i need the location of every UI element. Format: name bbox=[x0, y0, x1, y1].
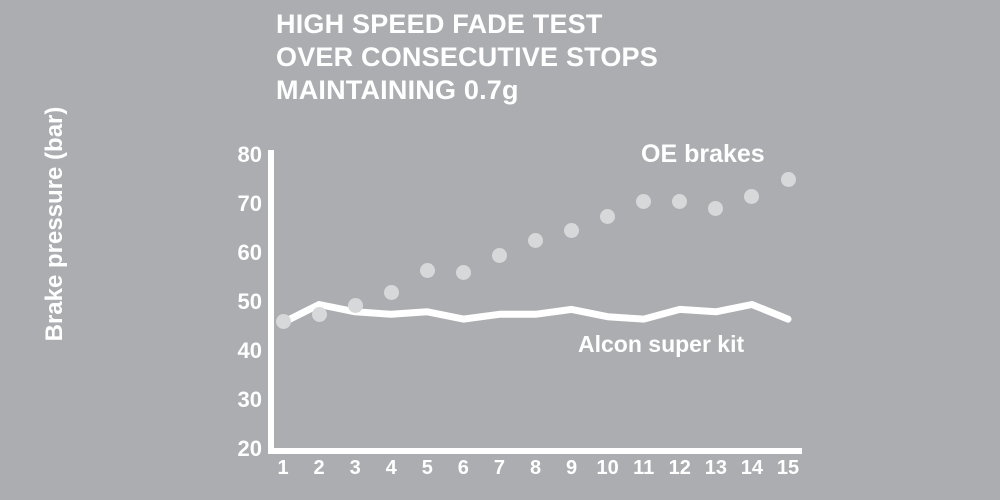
y-axis-ticks: 20 30 40 50 60 70 80 bbox=[206, 0, 262, 500]
data-point-oe-brakes bbox=[780, 172, 796, 187]
alcon-polyline bbox=[279, 301, 792, 327]
y-tick-label: 60 bbox=[237, 240, 262, 265]
data-point-oe-brakes bbox=[275, 314, 291, 330]
data-point-oe-brakes bbox=[311, 306, 327, 322]
x-tick-label: 1 bbox=[277, 457, 289, 479]
x-tick-label: 15 bbox=[776, 457, 800, 479]
data-point-oe-brakes bbox=[455, 265, 471, 281]
x-tick-label: 6 bbox=[457, 457, 469, 479]
chart-title-line-2: OVER CONSECUTIVE STOPS bbox=[276, 42, 658, 72]
y-tick-label: 30 bbox=[237, 387, 262, 412]
x-tick-label: 10 bbox=[596, 457, 619, 479]
data-point-oe-brakes bbox=[383, 284, 399, 300]
x-tick-label: 8 bbox=[529, 457, 542, 479]
x-tick-label: 7 bbox=[493, 457, 505, 479]
data-point-oe-brakes bbox=[347, 298, 363, 314]
x-tick-label: 4 bbox=[385, 457, 397, 479]
data-point-oe-brakes bbox=[564, 223, 580, 239]
data-point-oe-brakes bbox=[419, 262, 435, 278]
data-point-oe-brakes bbox=[744, 189, 760, 205]
y-tick-label: 80 bbox=[237, 142, 262, 167]
x-tick-label: 14 bbox=[740, 457, 764, 479]
data-point-oe-brakes bbox=[491, 247, 507, 263]
x-tick-label: 5 bbox=[421, 457, 433, 479]
chart-title: HIGH SPEED FADE TEST OVER CONSECUTIVE ST… bbox=[276, 8, 658, 107]
x-tick-label: 2 bbox=[313, 457, 325, 479]
x-tick-label: 9 bbox=[566, 457, 578, 479]
y-tick-label: 50 bbox=[237, 289, 262, 314]
series-label-alcon-super-kit: Alcon super kit bbox=[578, 331, 745, 357]
y-tick-label: 40 bbox=[237, 338, 262, 363]
x-axis-line bbox=[268, 448, 802, 454]
data-point-oe-brakes bbox=[528, 233, 543, 249]
series-label-oe-brakes: OE brakes bbox=[641, 140, 765, 168]
data-point-oe-brakes bbox=[708, 201, 724, 217]
x-tick-label: 3 bbox=[349, 457, 361, 479]
x-tick-label: 13 bbox=[704, 457, 727, 479]
data-point-oe-brakes bbox=[600, 208, 616, 224]
x-tick-label: 12 bbox=[668, 457, 691, 479]
y-axis-line bbox=[268, 150, 274, 454]
x-tick-label: 11 bbox=[633, 457, 655, 479]
data-point-oe-brakes bbox=[636, 194, 652, 210]
y-tick-label: 20 bbox=[237, 436, 262, 461]
chart-title-line-1: HIGH SPEED FADE TEST bbox=[276, 9, 603, 39]
data-point-oe-brakes bbox=[672, 194, 688, 210]
y-tick-label: 70 bbox=[237, 191, 262, 216]
chart-title-line-3: MAINTAINING 0.7g bbox=[276, 75, 519, 105]
